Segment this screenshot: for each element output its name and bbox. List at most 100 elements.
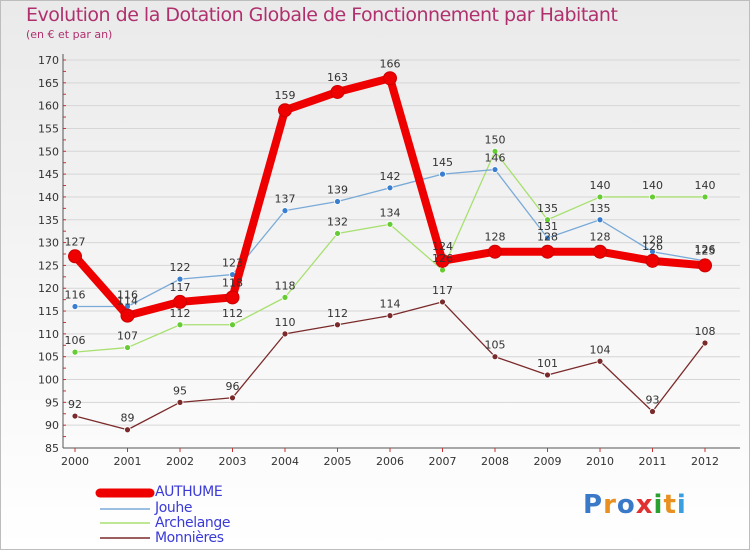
- x-tick-label: 2007: [429, 455, 457, 468]
- data-label-monnieres: 108: [695, 325, 716, 338]
- data-point-monnieres: [544, 371, 551, 379]
- data-label-authume: 124: [432, 240, 453, 253]
- data-label-jouhe: 123: [222, 257, 243, 270]
- data-label-monnieres: 93: [646, 393, 660, 406]
- data-label-authume: 159: [275, 89, 296, 102]
- data-point-jouhe: [544, 234, 551, 242]
- data-point-monnieres: [71, 412, 79, 420]
- y-tick-label: 170: [38, 54, 59, 67]
- y-tick-label: 150: [38, 145, 59, 158]
- data-label-monnieres: 95: [173, 384, 187, 397]
- data-point-authume: [120, 308, 135, 323]
- y-tick-label: 100: [38, 374, 59, 387]
- y-tick-label: 90: [45, 419, 59, 432]
- data-point-archelange: [386, 220, 394, 228]
- data-point-archelange: [71, 348, 79, 356]
- data-point-jouhe: [71, 303, 79, 310]
- data-point-archelange: [701, 193, 709, 201]
- y-tick-label: 110: [38, 328, 59, 341]
- data-point-jouhe: [334, 198, 341, 205]
- data-label-authume: 128: [537, 231, 558, 244]
- data-label-archelange: 112: [222, 307, 243, 320]
- y-tick-label: 125: [38, 259, 59, 272]
- data-point-monnieres: [596, 357, 604, 365]
- logo-letter: t: [663, 490, 677, 520]
- data-label-monnieres: 101: [537, 357, 558, 370]
- x-tick-label: 2000: [61, 455, 89, 468]
- y-tick-label: 155: [38, 122, 59, 135]
- data-label-archelange: 112: [170, 307, 191, 320]
- data-label-jouhe: 135: [590, 202, 611, 215]
- x-tick-label: 2004: [271, 455, 299, 468]
- data-label-monnieres: 104: [590, 343, 611, 356]
- data-label-archelange: 140: [642, 179, 663, 192]
- logo-letter: P: [583, 490, 604, 520]
- data-point-monnieres: [124, 426, 131, 434]
- logo-letter: x: [635, 490, 654, 520]
- data-label-jouhe: 137: [275, 193, 296, 206]
- data-point-monnieres: [649, 408, 656, 415]
- legend-label-jouhe: Jouhe: [155, 500, 193, 516]
- data-label-jouhe: 131: [537, 220, 558, 233]
- data-label-authume: 127: [65, 235, 86, 248]
- data-point-monnieres: [386, 312, 394, 320]
- y-tick-label: 95: [45, 396, 59, 409]
- data-label-monnieres: 89: [121, 412, 135, 425]
- legend-label-archelange: Archelange: [155, 515, 231, 531]
- data-label-archelange: 126: [432, 252, 453, 265]
- data-label-archelange: 135: [537, 202, 558, 215]
- data-point-monnieres: [229, 394, 236, 402]
- y-tick-label: 135: [38, 214, 59, 227]
- data-label-authume: 125: [695, 244, 716, 257]
- data-label-archelange: 132: [327, 215, 348, 228]
- data-point-authume: [698, 258, 712, 273]
- data-label-archelange: 140: [590, 179, 611, 192]
- data-label-authume: 128: [590, 231, 611, 244]
- logo-letter: r: [603, 490, 617, 520]
- data-label-authume: 118: [222, 276, 243, 289]
- y-tick-label: 85: [45, 442, 59, 455]
- data-point-archelange: [491, 147, 499, 155]
- x-tick-label: 2002: [166, 455, 194, 468]
- data-point-archelange: [544, 216, 551, 224]
- data-label-archelange: 140: [695, 179, 716, 192]
- data-label-jouhe: 146: [485, 152, 506, 165]
- data-point-jouhe: [439, 170, 446, 178]
- data-point-authume: [225, 290, 240, 305]
- data-point-authume: [383, 71, 397, 86]
- data-label-authume: 117: [170, 281, 191, 294]
- data-label-archelange: 106: [65, 334, 86, 347]
- data-point-authume: [278, 103, 292, 118]
- x-tick-label: 2009: [534, 455, 562, 468]
- chart-subtitle: (en € et par an): [26, 28, 113, 41]
- data-point-monnieres: [491, 353, 499, 361]
- data-point-jouhe: [176, 275, 184, 283]
- data-label-jouhe: 142: [380, 170, 401, 183]
- y-tick-label: 130: [38, 237, 59, 250]
- data-point-jouhe: [491, 166, 499, 173]
- logo-letter: i: [653, 490, 664, 520]
- data-label-jouhe: 126: [695, 243, 716, 256]
- data-point-authume: [488, 244, 502, 259]
- data-point-authume: [330, 84, 345, 99]
- data-label-archelange: 134: [380, 206, 401, 219]
- x-tick-label: 2005: [324, 455, 352, 468]
- y-tick-label: 115: [38, 305, 59, 318]
- data-point-jouhe: [281, 207, 289, 215]
- data-point-archelange: [439, 266, 446, 274]
- data-label-archelange: 118: [275, 279, 296, 292]
- data-point-archelange: [176, 321, 184, 329]
- data-point-authume: [173, 294, 187, 309]
- data-point-archelange: [649, 193, 656, 201]
- x-tick-label: 2001: [114, 455, 142, 468]
- data-point-monnieres: [439, 298, 446, 306]
- y-tick-label: 160: [38, 100, 59, 113]
- logo-letter: o: [616, 490, 636, 520]
- data-label-jouhe: 116: [117, 288, 138, 301]
- data-point-archelange: [334, 230, 341, 237]
- data-point-archelange: [596, 193, 604, 201]
- legend-label-monnieres: Monnières: [155, 530, 224, 546]
- data-label-jouhe: 122: [170, 261, 191, 274]
